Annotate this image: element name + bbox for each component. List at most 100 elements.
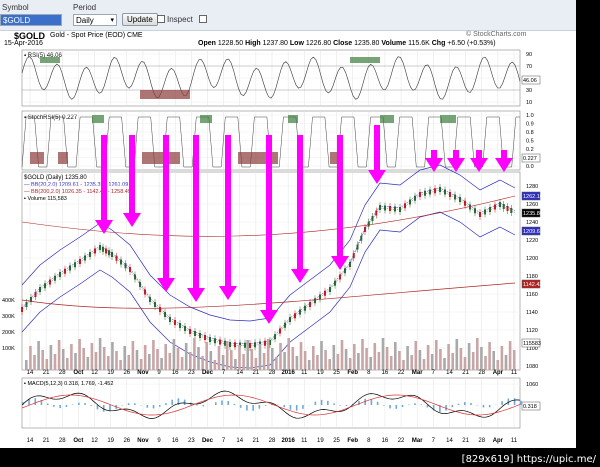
macd-hist-88 xyxy=(295,405,298,411)
volume-bar-81 xyxy=(357,353,360,370)
stoch-high-fill-2 xyxy=(288,115,298,123)
volume-bar-44 xyxy=(205,342,208,370)
volume-bar-17 xyxy=(94,352,98,370)
volume-bar-0 xyxy=(25,360,28,370)
macd-hist-102 xyxy=(339,405,342,406)
volume-tag-box xyxy=(521,338,541,348)
volume-bar-19 xyxy=(102,347,106,370)
date-label-bottom-5: 19 xyxy=(107,438,114,444)
date-label-27: 21 xyxy=(462,370,469,376)
date-label-7: Nov xyxy=(137,370,149,376)
volume-bar-118 xyxy=(508,341,512,370)
bb2-middle xyxy=(21,282,516,309)
rsi-tag: 46.06 xyxy=(523,78,537,84)
macd-hist-122 xyxy=(401,405,404,408)
low-label: Low xyxy=(289,40,304,47)
volume-bar-109 xyxy=(471,352,475,370)
inspect-checkbox[interactable] xyxy=(199,15,207,23)
stoch-tick-1: 0.9 xyxy=(526,122,534,128)
volume-bar-1 xyxy=(29,346,32,370)
update-button[interactable]: Update xyxy=(122,13,158,26)
macd-legend: ▪ MACD(5,12,3) 0.318, 1.769, -1.452 xyxy=(24,381,113,387)
stoch-low-fill-4 xyxy=(330,152,340,164)
volume-bar-14 xyxy=(82,348,85,370)
volume-bar-103 xyxy=(447,344,450,370)
date-label-9: 16 xyxy=(172,370,179,376)
volume-bar-89 xyxy=(389,356,393,370)
volume-bar-18 xyxy=(98,338,102,370)
macd-hist-66 xyxy=(227,401,230,405)
volume-bar-21 xyxy=(111,342,114,370)
high-value: 1237.80 xyxy=(262,40,288,47)
stoch-low-fill-1 xyxy=(58,152,68,164)
date-label-bottom-16: 2016 xyxy=(281,438,295,444)
volume-tick-1: 300K xyxy=(2,314,15,320)
volume-bar-102 xyxy=(443,358,446,370)
macd-hist-126 xyxy=(414,403,416,405)
volume-bar-76 xyxy=(336,354,340,370)
date-label-22: 16 xyxy=(382,370,389,376)
date-label-19: 25 xyxy=(333,370,340,376)
macd-line xyxy=(21,390,521,419)
macd-hist-142 xyxy=(463,402,466,405)
macd-hist-138 xyxy=(451,405,454,408)
date-label-24: Mar xyxy=(412,370,423,376)
volume-bar-8 xyxy=(57,340,61,370)
volume-bar-63 xyxy=(283,352,286,370)
date-label-bottom-8: 9 xyxy=(157,438,161,444)
volume-bar-49 xyxy=(225,341,229,370)
volume-legend: ▪ Volume 115,583 xyxy=(24,196,67,202)
volume-bar-75 xyxy=(332,345,336,370)
macd-hist-128 xyxy=(420,404,422,405)
price-tick-0: 1280 xyxy=(526,184,538,190)
volume-bar-20 xyxy=(107,356,110,370)
macd-hist-4 xyxy=(34,398,37,405)
macd-hist-148 xyxy=(482,405,485,408)
volume-bar-117 xyxy=(504,355,508,370)
macd-hist-24 xyxy=(96,405,99,410)
macd-hist-40 xyxy=(146,405,149,408)
stockcharts-screenshot: Symbol $GOLD Period Daily ▾ Update Inspe… xyxy=(0,0,576,448)
stoch-tag: 0.227 xyxy=(523,156,537,162)
volume-bar-84 xyxy=(369,357,372,370)
volume-bar-52 xyxy=(238,345,241,370)
date-label-0: 14 xyxy=(27,370,34,376)
volume-bar-37 xyxy=(176,348,180,370)
macd-hist-140 xyxy=(457,403,460,405)
volume-bar-12 xyxy=(74,353,77,370)
macd-hist-34 xyxy=(127,403,130,405)
date-label-bottom-21: 8 xyxy=(367,438,371,444)
volume-bar-79 xyxy=(348,358,352,370)
inspect-radio[interactable] xyxy=(157,15,165,23)
price-tick-9: 1100 xyxy=(526,346,538,352)
date-label-bottom-20: Feb xyxy=(347,438,358,444)
macd-hist-98 xyxy=(327,400,329,405)
date-label-14: 21 xyxy=(253,370,260,376)
price-tick-3: 1220 xyxy=(526,238,538,244)
macd-hist-118 xyxy=(389,405,391,409)
macd-hist-12 xyxy=(59,405,61,409)
volume-bar-83 xyxy=(365,348,368,370)
macd-hist-50 xyxy=(177,398,180,405)
volume-bar-5 xyxy=(45,359,49,370)
price-tick-5: 1180 xyxy=(526,274,538,280)
price-tag-bb200: 1142.42 xyxy=(523,282,542,288)
macd-hist-72 xyxy=(246,405,248,411)
volume-bar-10 xyxy=(66,358,69,370)
open-value: 1228.50 xyxy=(217,40,244,47)
price-tag-bb-lower: 1209.61 xyxy=(523,229,543,235)
date-label-10: 23 xyxy=(188,370,195,376)
macd-hist-58 xyxy=(202,405,205,407)
date-label-bottom-28: 28 xyxy=(478,438,485,444)
arrow-head-6 xyxy=(291,269,309,283)
volume-bar-80 xyxy=(353,344,356,370)
inspect-label: Inspect xyxy=(167,15,193,24)
volume-bar-92 xyxy=(402,360,405,370)
volume-bar-61 xyxy=(275,357,278,370)
volume-bar-90 xyxy=(394,342,397,370)
bb2-legend: — BB(200,2.0) 1026.35 - 1142.42 - 1258.4… xyxy=(24,189,131,195)
period-select[interactable]: Daily ▾ xyxy=(73,14,117,26)
symbol-input[interactable]: $GOLD xyxy=(0,14,62,26)
macd-hist-158 xyxy=(513,398,516,405)
date-label-11: Dec xyxy=(202,370,214,376)
